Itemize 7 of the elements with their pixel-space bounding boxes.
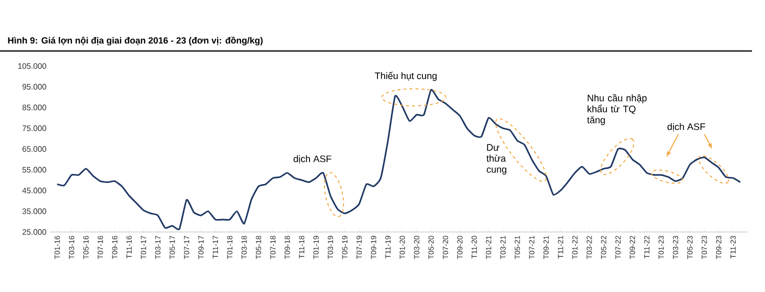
annotation: Nhu cầu nhập khẩu từ TQ tăng [587, 94, 647, 126]
annotation: Dư thừa cung [486, 144, 506, 175]
annotation: dịch ASF [294, 155, 332, 164]
line-series [56, 89, 742, 230]
chart-title: Hình 9: Giá lợn nội địa giai đoạn 2016 - 23 (đơn vị: đồng/kg) [8, 36, 263, 46]
annotation: dịch ASF [668, 123, 706, 132]
annotation: Thiếu hụt cung [374, 72, 437, 82]
